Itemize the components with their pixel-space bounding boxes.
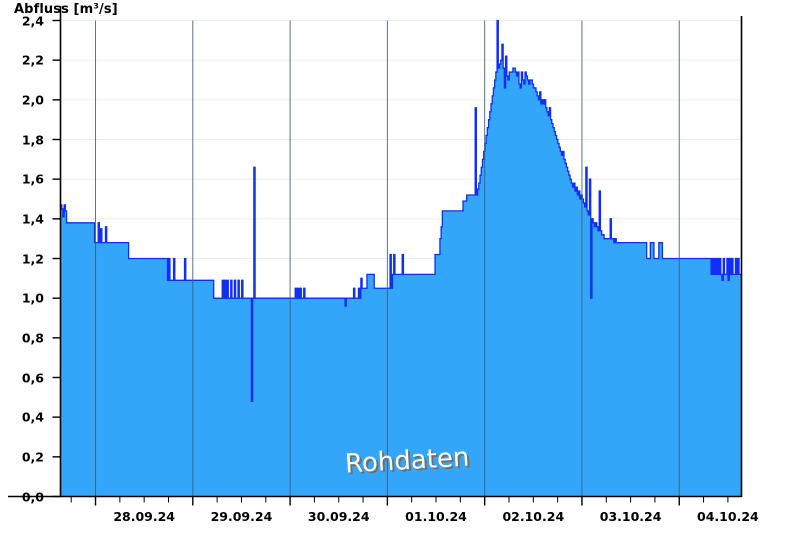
y-tick-label: 0,6 bbox=[21, 370, 44, 385]
y-tick-label: 0,0 bbox=[21, 489, 44, 504]
day-separators bbox=[95, 20, 680, 497]
x-tick-label: 30.09.24 bbox=[307, 508, 370, 524]
y-tick-label: 0,8 bbox=[21, 330, 44, 346]
y-tick-label: 0,2 bbox=[21, 449, 44, 465]
y-tick-label: 2,0 bbox=[21, 92, 44, 108]
x-axis-ticks bbox=[70, 496, 729, 506]
x-tick-label: 03.10.24 bbox=[599, 508, 662, 524]
y-tick-label: 1,4 bbox=[21, 211, 44, 227]
discharge-outline bbox=[60, 19, 742, 402]
y-tick-label: 0,4 bbox=[21, 409, 44, 425]
y-tick-label: 2,4 bbox=[21, 13, 44, 28]
y-tick-label: 1,2 bbox=[21, 251, 44, 266]
y-axis-title: Abfluss [m³/s] bbox=[14, 2, 118, 17]
x-tick-label: 29.09.24 bbox=[210, 508, 273, 524]
discharge-area bbox=[60, 20, 742, 497]
y-tick-label: 1,6 bbox=[21, 171, 44, 187]
x-tick-label: 02.10.24 bbox=[502, 508, 565, 524]
x-tick-label: 04.10.24 bbox=[697, 508, 759, 524]
y-tick-label: 1,0 bbox=[21, 290, 44, 306]
y-tick-label: 1,8 bbox=[21, 132, 44, 147]
x-tick-label: 01.10.24 bbox=[405, 508, 467, 524]
y-tick-label: 2,2 bbox=[21, 52, 44, 68]
y-axis-ticks bbox=[52, 19, 61, 498]
x-tick-label: 28.09.24 bbox=[113, 508, 175, 524]
